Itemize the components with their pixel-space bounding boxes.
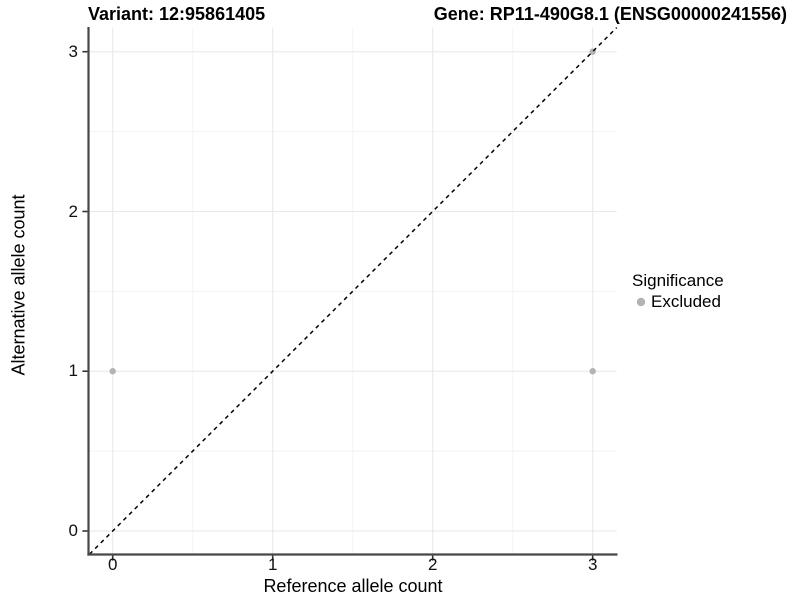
legend-point-icon	[636, 297, 646, 307]
y-tick-label-1: 1	[68, 361, 78, 380]
legend: Significance Excluded	[632, 271, 724, 312]
minor-gridlines	[89, 27, 617, 555]
x-tick-label-2: 2	[427, 555, 438, 574]
tick-marks	[82, 50, 594, 561]
legend-item-label: Excluded	[651, 292, 721, 311]
data-point	[109, 368, 116, 375]
y-tick-label-2: 2	[68, 202, 78, 221]
legend-item-excluded: Excluded	[634, 292, 724, 312]
major-gridlines	[89, 27, 617, 555]
legend-title: Significance	[632, 271, 724, 290]
plot-title-row: Variant: 12:95861405 Gene: RP11-490G8.1 …	[88, 3, 787, 25]
axis-lines	[87, 27, 618, 556]
variant-title: Variant: 12:95861405	[88, 4, 266, 24]
x-tick-label-3: 3	[587, 555, 598, 574]
y-tick-label-0: 0	[68, 521, 78, 540]
y-axis-title: Alternative allele count	[8, 194, 29, 376]
y-tick-label-3: 3	[68, 42, 78, 61]
data-point	[589, 368, 596, 375]
gene-title: Gene: RP11-490G8.1 (ENSG00000241556)	[433, 4, 787, 24]
x-tick-label-1: 1	[267, 555, 278, 574]
x-tick-label-0: 0	[107, 555, 118, 574]
x-axis-title: Reference allele count	[263, 576, 443, 596]
